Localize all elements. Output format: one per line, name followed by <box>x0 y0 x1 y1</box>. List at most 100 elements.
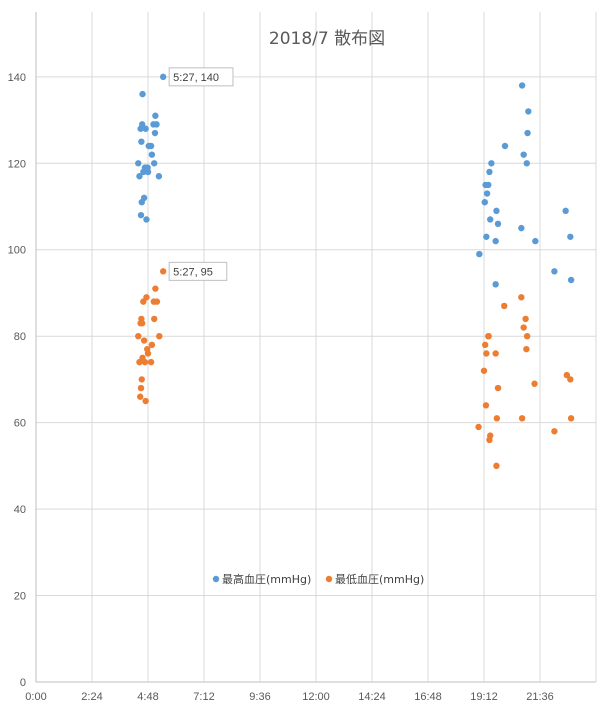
data-point <box>147 358 155 366</box>
x-tick-label: 12:00 <box>302 691 330 703</box>
data-point <box>151 315 158 323</box>
data-point <box>486 168 493 176</box>
data-point <box>518 82 526 89</box>
x-tick-label: 16:48 <box>414 691 442 703</box>
x-tick-label: 0:00 <box>25 691 46 703</box>
data-point <box>136 173 143 180</box>
legend-marker <box>212 575 220 583</box>
data-point <box>493 462 500 470</box>
data-point <box>137 393 144 400</box>
data-point <box>488 160 495 167</box>
data-point <box>532 237 539 245</box>
data-point <box>487 432 494 439</box>
data-point <box>567 233 574 240</box>
callout-box <box>168 67 234 87</box>
data-point <box>153 121 160 128</box>
data-point <box>159 73 167 81</box>
y-tick-label: 80 <box>14 331 26 343</box>
data-points <box>135 73 575 470</box>
data-point <box>522 315 529 323</box>
data-point <box>492 350 499 357</box>
data-point <box>143 294 150 301</box>
y-tick-label: 20 <box>14 591 26 603</box>
data-point <box>518 294 525 301</box>
data-point <box>551 268 558 275</box>
data-point <box>567 415 575 422</box>
y-tick-label: 140 <box>8 72 26 84</box>
data-point <box>524 129 531 137</box>
data-point <box>476 250 483 258</box>
data-point <box>144 350 152 357</box>
data-point <box>137 384 145 392</box>
data-point <box>142 397 149 405</box>
x-tick-label: 14:24 <box>358 691 386 703</box>
data-point <box>485 181 492 189</box>
data-point <box>151 160 158 167</box>
data-point <box>501 142 509 150</box>
y-tick-label: 120 <box>8 158 26 170</box>
data-point <box>143 216 150 223</box>
data-point <box>137 211 145 219</box>
data-point <box>483 350 490 357</box>
data-point <box>481 198 488 206</box>
y-tick-label: 40 <box>14 504 26 516</box>
data-point <box>487 216 494 223</box>
data-point <box>518 224 525 232</box>
x-tick-label: 19:12 <box>470 691 498 703</box>
data-point <box>567 376 574 383</box>
legend-label: 最低血圧(mmHg) <box>335 572 424 586</box>
legend: 最高血圧(mmHg) 最低血圧(mmHg) <box>212 572 424 586</box>
data-point <box>141 358 149 366</box>
data-point <box>138 121 146 128</box>
data-point <box>492 237 499 245</box>
data-point <box>148 151 156 158</box>
data-point <box>483 233 490 240</box>
x-tick-label: 21:36 <box>526 691 554 703</box>
data-point <box>140 337 148 344</box>
data-point <box>152 285 159 292</box>
data-point <box>142 125 149 132</box>
data-point <box>480 367 488 374</box>
data-point <box>138 138 145 145</box>
data-point <box>518 415 526 422</box>
legend-entry-1: 最高血圧(mmHg) <box>212 572 311 586</box>
data-point <box>152 112 159 119</box>
y-axis-tick-labels: 0 20 40 60 80 100 120 140 <box>8 72 26 689</box>
data-point <box>135 332 142 340</box>
data-point <box>135 160 142 167</box>
data-point <box>138 320 146 327</box>
data-point <box>483 190 491 197</box>
data-callout: 5:27, 140 <box>168 67 234 87</box>
data-point <box>494 220 502 228</box>
y-tick-label: 100 <box>8 245 26 257</box>
data-point <box>156 332 163 340</box>
callout-label: 5:27, 140 <box>173 72 219 84</box>
data-point <box>562 207 569 215</box>
data-point <box>151 129 159 137</box>
data-point <box>481 341 489 349</box>
callout-label: 5:27, 95 <box>173 266 213 278</box>
x-tick-label: 9:36 <box>249 691 270 703</box>
data-point <box>144 168 152 176</box>
series-2-points <box>135 268 575 470</box>
data-point <box>482 402 490 409</box>
data-point <box>493 415 501 422</box>
legend-label: 最高血圧(mmHg) <box>222 572 311 586</box>
data-point <box>138 376 145 383</box>
data-point <box>525 108 532 115</box>
data-point <box>493 207 500 215</box>
data-point <box>153 298 161 305</box>
data-point <box>494 384 502 392</box>
chart-title: 2018/7 散布図 <box>269 29 385 49</box>
x-tick-label: 7:12 <box>193 691 214 703</box>
data-point <box>523 345 530 353</box>
data-point <box>139 90 146 98</box>
data-point <box>523 160 530 167</box>
x-axis-tick-labels: 0:00 2:24 4:48 7:12 9:36 12:00 14:24 16:48 19:12… <box>25 691 553 703</box>
data-point <box>520 151 527 158</box>
y-tick-label: 60 <box>14 418 26 430</box>
data-point <box>475 423 482 431</box>
data-point <box>551 428 558 435</box>
data-point <box>148 341 156 349</box>
